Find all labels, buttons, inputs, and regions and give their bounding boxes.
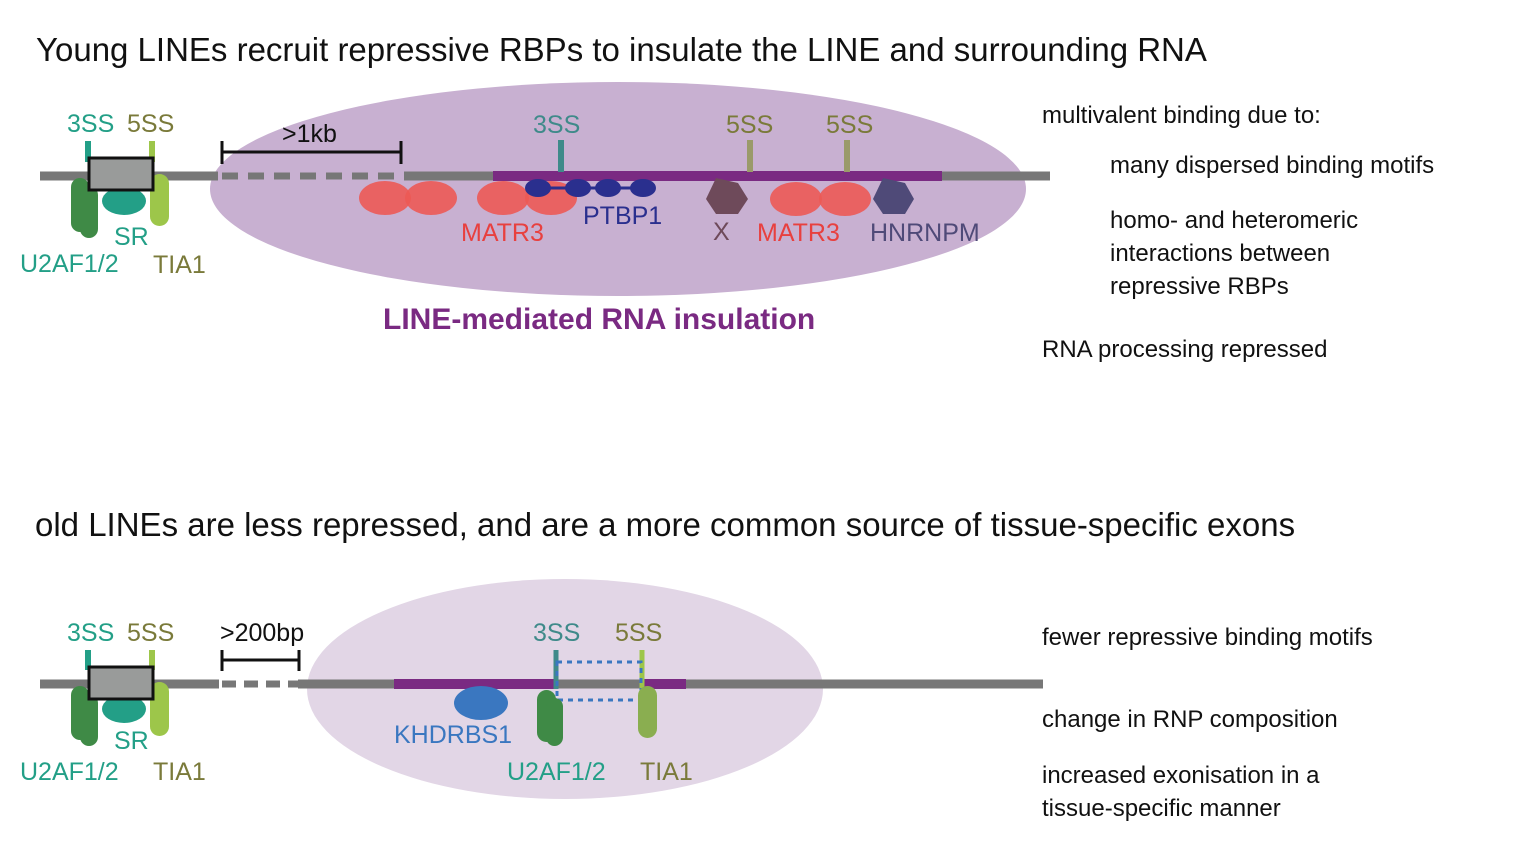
top-notes-conclusion: RNA processing repressed bbox=[1042, 336, 1327, 363]
top-notes-point2-line2: interactions between bbox=[1110, 240, 1330, 267]
top-notes-point1: many dispersed binding motifs bbox=[1110, 152, 1434, 179]
bottom-u2af-line-shape-2 bbox=[546, 698, 563, 746]
bottom-line-5ss-label: 5SS bbox=[615, 619, 662, 647]
top-panel: Young LINEs recruit repressive RBPs to i… bbox=[20, 31, 1434, 363]
top-notes-heading: multivalent binding due to: bbox=[1042, 102, 1321, 129]
top-matr3-label-2: MATR3 bbox=[757, 219, 840, 247]
bottom-notes-point3-line2: tissue-specific manner bbox=[1042, 795, 1281, 822]
bottom-tia1-line-label: TIA1 bbox=[640, 758, 693, 786]
bottom-distance-label: >200bp bbox=[220, 619, 304, 647]
top-distance-label: >1kb bbox=[282, 120, 337, 148]
top-ptbp1-bead-4 bbox=[630, 179, 656, 197]
bottom-notes-point1: fewer repressive binding motifs bbox=[1042, 624, 1373, 651]
top-tia1-label: TIA1 bbox=[153, 251, 206, 279]
top-ptbp1-label: PTBP1 bbox=[583, 202, 662, 230]
top-matr3-blob-3 bbox=[477, 181, 529, 215]
bottom-sr-label: SR bbox=[114, 727, 149, 755]
top-exon-3ss-label: 3SS bbox=[67, 110, 114, 138]
bottom-title: old LINEs are less repressed, and are a … bbox=[35, 506, 1295, 543]
top-matr3-label-1: MATR3 bbox=[461, 219, 544, 247]
top-matr3-blob-6 bbox=[819, 182, 871, 216]
top-line-5ss-label-b: 5SS bbox=[826, 111, 873, 139]
top-sr-shape bbox=[102, 187, 146, 215]
top-line-5ss-label-a: 5SS bbox=[726, 111, 773, 139]
bottom-notes-point3-line1: increased exonisation in a bbox=[1042, 762, 1320, 789]
top-sr-label: SR bbox=[114, 223, 149, 251]
bottom-tia1-line-shape bbox=[638, 686, 657, 738]
bottom-exon-3ss-label: 3SS bbox=[67, 619, 114, 647]
top-title: Young LINEs recruit repressive RBPs to i… bbox=[36, 31, 1207, 68]
bottom-notes-point2: change in RNP composition bbox=[1042, 706, 1338, 733]
bottom-ellipse bbox=[307, 579, 823, 799]
top-hnrnpm-label: HNRNPM bbox=[870, 219, 980, 247]
top-insulation-label: LINE-mediated RNA insulation bbox=[383, 303, 815, 336]
top-matr3-blob-2 bbox=[405, 181, 457, 215]
bottom-panel: old LINEs are less repressed, and are a … bbox=[20, 506, 1373, 822]
top-matr3-blob-1 bbox=[359, 181, 411, 215]
top-ptbp1-bead-1 bbox=[525, 179, 551, 197]
bottom-new-exon-box bbox=[555, 660, 643, 702]
bottom-u2af-line-label: U2AF1/2 bbox=[507, 758, 606, 786]
bottom-exon-5ss-label: 5SS bbox=[127, 619, 174, 647]
top-u2af-label: U2AF1/2 bbox=[20, 250, 119, 278]
top-ptbp1-bead-3 bbox=[595, 179, 621, 197]
top-tia1-shape bbox=[150, 174, 169, 226]
bottom-khdrbs1-label: KHDRBS1 bbox=[394, 721, 512, 749]
top-line-3ss-label: 3SS bbox=[533, 111, 580, 139]
bottom-u2af-shape-2 bbox=[80, 694, 98, 746]
top-u2af-shape-2 bbox=[80, 186, 98, 238]
top-exon-box bbox=[87, 156, 155, 192]
bottom-sr-shape bbox=[102, 695, 146, 723]
top-exon-5ss-label: 5SS bbox=[127, 110, 174, 138]
bottom-exon-box bbox=[87, 665, 155, 701]
top-notes-point2-line1: homo- and heteromeric bbox=[1110, 207, 1358, 234]
bottom-line-3ss-label: 3SS bbox=[533, 619, 580, 647]
top-hnrnpm-protein bbox=[873, 178, 914, 214]
bottom-tia1-shape bbox=[150, 682, 169, 736]
top-x-label: X bbox=[713, 218, 730, 246]
top-ptbp1-bead-2 bbox=[565, 179, 591, 197]
bottom-tia1-label: TIA1 bbox=[153, 758, 206, 786]
top-matr3-blob-5 bbox=[770, 182, 822, 216]
top-notes-point2-line3: repressive RBPs bbox=[1110, 273, 1289, 300]
bottom-khdrbs1-shape bbox=[454, 686, 508, 720]
top-x-protein bbox=[706, 178, 748, 214]
bottom-u2af-label: U2AF1/2 bbox=[20, 758, 119, 786]
